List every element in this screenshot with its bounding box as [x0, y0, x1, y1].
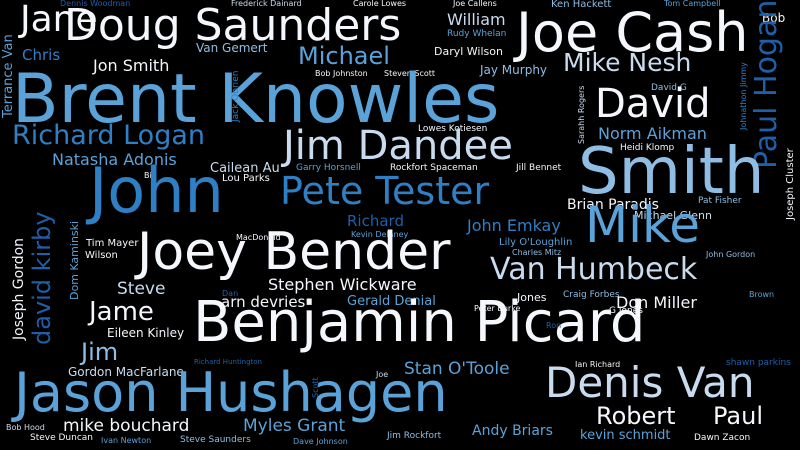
cloud-word: Chris [22, 46, 61, 64]
cloud-word: Dom Kaminski [68, 220, 81, 300]
cloud-word: Bob [762, 11, 786, 25]
cloud-word: Dennis Woodman [60, 0, 131, 8]
cloud-word: Bob Hood [6, 423, 45, 432]
cloud-word: Joey Bender [137, 222, 451, 282]
cloud-word: Jones [517, 291, 547, 304]
cloud-word: Heidi Klomp [620, 143, 675, 153]
cloud-word: Bob Johnston [315, 69, 368, 78]
cloud-word: Cailean Au [210, 161, 280, 176]
cloud-word: Daryl Wilson [434, 45, 503, 58]
cloud-word: Kevin Delaney [351, 230, 409, 239]
cloud-word: Paul [713, 402, 763, 430]
cloud-word: Joe Cash [516, 1, 749, 64]
cloud-word: Lily O'Loughlin [499, 237, 573, 248]
cloud-word: Bill [144, 171, 157, 180]
cloud-word: Tom Campbell [664, 0, 721, 8]
cloud-word: Benjamin Picard [193, 290, 646, 355]
cloud-word: arn devries [221, 293, 306, 311]
cloud-word: Lou Parks [222, 173, 270, 184]
cloud-word: Jack Obrien [231, 70, 241, 122]
cloud-word: Natasha Adonis [52, 150, 177, 169]
cloud-word: Garry Horsnell [296, 163, 361, 173]
cloud-word: Brown [749, 290, 775, 299]
cloud-word: Gerald Denial [347, 294, 436, 309]
cloud-word: Joe [376, 370, 389, 379]
cloud-word: david kirby [28, 211, 56, 345]
cloud-word: Jane [20, 0, 98, 40]
cloud-word: Dawn Zacon [694, 433, 751, 443]
cloud-word: Carole Lowes [353, 0, 407, 8]
cloud-word: Robert [596, 402, 676, 430]
cloud-word: Joseph Cluster [785, 148, 796, 220]
cloud-word: Richard [347, 212, 404, 230]
cloud-word: Jim Rockfort [387, 431, 442, 441]
cloud-word: Richard Huntington [194, 358, 262, 366]
cloud-word: Steve Duncan [30, 433, 94, 443]
cloud-word: Frederick Dainard [231, 0, 302, 8]
cloud-word: Joseph Gordon [11, 237, 27, 340]
cloud-word: Lowes Kotiesen [418, 124, 488, 134]
cloud-word: Smith [578, 135, 765, 209]
cloud-word: Jim Dandee [283, 123, 513, 169]
cloud-word: Mike [585, 196, 700, 254]
cloud-word: Rockfort Spaceman [390, 163, 478, 173]
cloud-word: John Gordon [706, 250, 756, 259]
cloud-word: Steve [117, 279, 166, 299]
cloud-word: Van Humbeck [490, 252, 698, 287]
cloud-word: Charles Mitz [512, 248, 562, 257]
cloud-word: Richard Logan [12, 120, 205, 151]
cloud-word: David G [651, 83, 687, 93]
cloud-word: Van Gemert [196, 41, 268, 55]
cloud-word: Johnathon Jimmy [739, 62, 748, 130]
cloud-word: Gordon MacFarlane [68, 365, 184, 379]
cloud-word: William [447, 10, 506, 29]
cloud-word: Ken Hackett [551, 0, 612, 10]
cloud-word: Myles Grant [243, 416, 346, 436]
cloud-word: Doug Saunders [64, 0, 402, 51]
cloud-word: John [89, 154, 224, 227]
cloud-word: Pete Tester [280, 169, 490, 213]
cloud-word: Jason Hushagen [14, 361, 448, 424]
cloud-word: David [595, 81, 711, 127]
cloud-word: Don Miller [616, 293, 697, 312]
cloud-word: Brent Knowles [12, 60, 500, 139]
cloud-word: John Emkay [467, 216, 561, 235]
cloud-word: mike bouchard [63, 416, 190, 436]
cloud-word: Andy Briars [472, 423, 553, 439]
cloud-word: Jon Smith [93, 56, 170, 75]
cloud-word: Steven Scott [384, 69, 436, 78]
cloud-word: Peter Burke [474, 304, 521, 313]
cloud-word: shawn parkins [726, 358, 791, 368]
cloud-word: Stan O'Toole [404, 359, 510, 379]
cloud-word: Rudy Whelan [447, 29, 507, 39]
cloud-word: Jim [81, 338, 119, 366]
cloud-word: kevin schmidt [580, 428, 671, 443]
cloud-word: Dan [222, 289, 239, 298]
cloud-word: Tim Mayer [86, 238, 139, 249]
cloud-word: MacDonald [236, 233, 281, 242]
cloud-word: Norm Aikman [598, 124, 707, 143]
cloud-word: Michael [298, 42, 390, 70]
cloud-word: Ian Richard [575, 360, 621, 369]
cloud-word: Jame [89, 297, 154, 327]
cloud-word: Jay Murphy [480, 63, 548, 77]
cloud-word: Craig Forbes [563, 290, 620, 300]
cloud-word: Michael Glenn [634, 209, 712, 222]
cloud-word: Steve Saunders [180, 435, 251, 445]
cloud-word: Ivan Newton [101, 436, 152, 445]
cloud-word: Stephen Wickware [268, 275, 417, 294]
cloud-word: Ron [546, 321, 562, 330]
cloud-word: Mike Nesh [563, 48, 692, 77]
cloud-word: G Jones [609, 306, 643, 316]
cloud-word: Brian Paradis [567, 197, 659, 213]
cloud-word: Jill Bennet [516, 163, 562, 173]
cloud-word: Denis Van [545, 358, 755, 407]
cloud-word: Eileen Kinley [107, 326, 185, 340]
cloud-word: Dave Johnson [293, 437, 348, 446]
cloud-word: Wilson [85, 250, 118, 261]
cloud-word: Pat Fisher [698, 196, 742, 206]
cloud-word: Joe Callens [453, 0, 497, 8]
